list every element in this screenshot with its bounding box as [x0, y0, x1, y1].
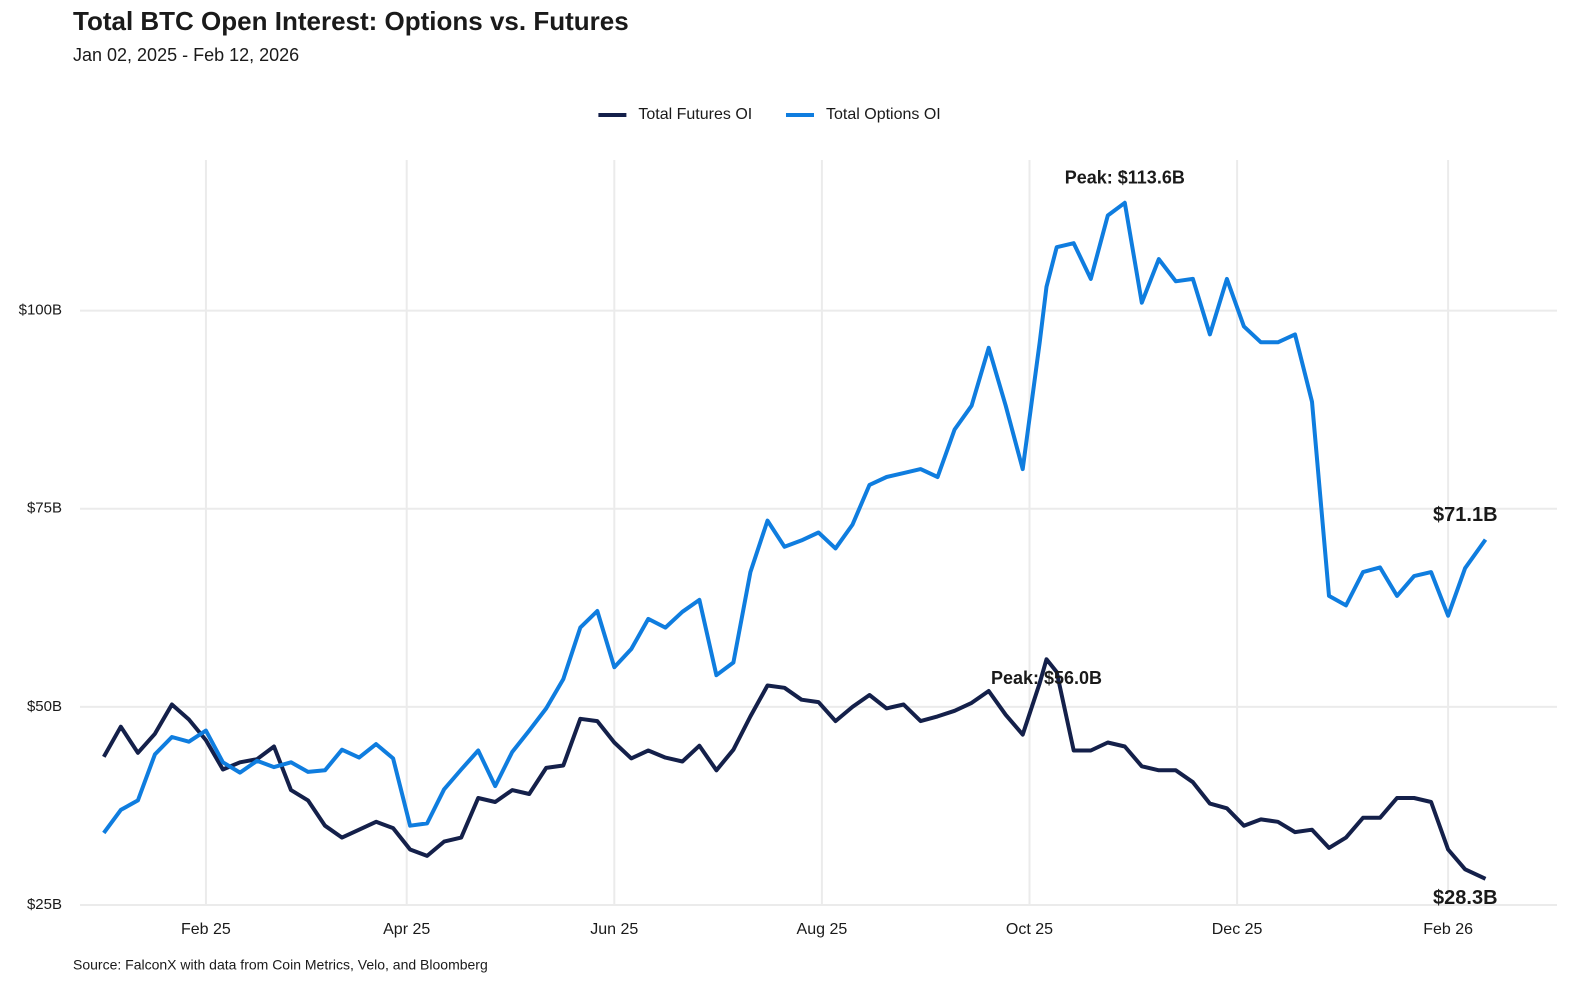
x-tick-label: Aug 25: [797, 921, 848, 938]
annotation: $28.3B: [1433, 887, 1498, 909]
legend-label: Total Futures OI: [638, 106, 752, 123]
x-tick-label: Oct 25: [1006, 921, 1053, 938]
x-tick-label: Feb 26: [1423, 921, 1473, 938]
series-line: [102, 200, 1488, 835]
y-tick-label: $50B: [27, 698, 62, 715]
chart-title: Total BTC Open Interest: Options vs. Fut…: [73, 6, 629, 36]
series-line: [102, 657, 1487, 881]
x-tick-label: Feb 25: [181, 921, 231, 938]
x-tick-label: Dec 25: [1212, 921, 1263, 938]
x-tick-label: Jun 25: [590, 921, 638, 938]
source-note: Source: FalconX with data from Coin Metr…: [73, 957, 488, 973]
annotation: $71.1B: [1433, 504, 1498, 526]
annotation: Peak: $56.0B: [991, 668, 1102, 688]
annotation: Peak: $113.6B: [1065, 168, 1185, 188]
chart-subtitle: Jan 02, 2025 - Feb 12, 2026: [73, 45, 299, 65]
legend-label: Total Options OI: [826, 106, 941, 123]
x-tick-label: Apr 25: [383, 921, 430, 938]
grid: [80, 160, 1557, 906]
y-tick-label: $25B: [27, 896, 62, 913]
y-tick-label: $75B: [27, 500, 62, 517]
y-tick-label: $100B: [19, 302, 62, 319]
legend: Total Futures OI Total Options OI: [598, 106, 941, 123]
